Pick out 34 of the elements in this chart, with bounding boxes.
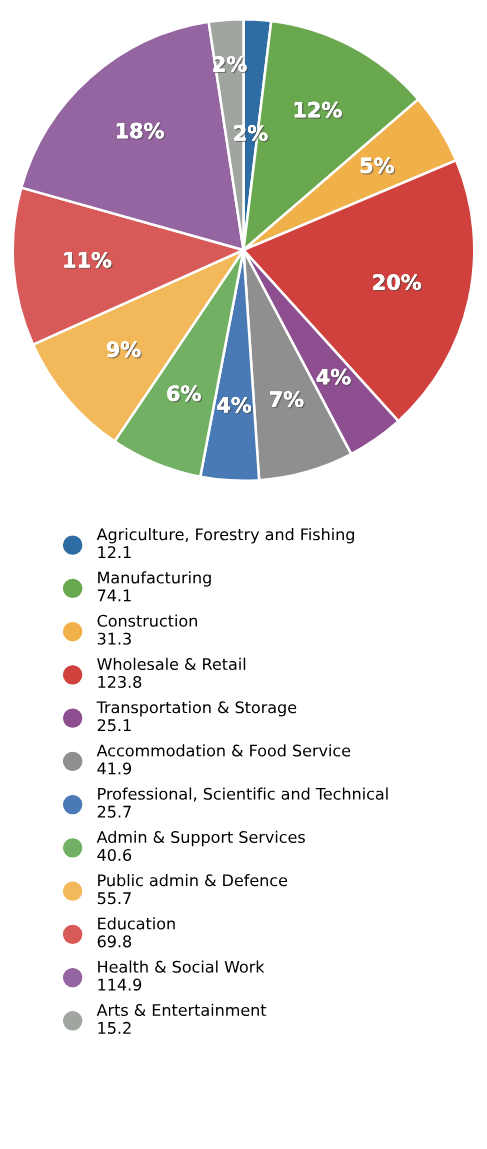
text: 20% <box>373 274 421 290</box>
legend-label: Transportation & Storage <box>96 700 297 717</box>
legend-label: Arts & Entertainment <box>96 1003 267 1017</box>
data-label: 25.1 <box>97 719 131 732</box>
text: 6% <box>167 385 201 402</box>
legend-label: Agriculture, Forestry and Fishing <box>96 527 354 544</box>
data-label: 55.7 <box>97 892 131 905</box>
legend-label: Health & Social Work <box>98 960 265 973</box>
data-label: 74.1 <box>97 589 131 602</box>
data-label: 41.9 <box>97 762 132 775</box>
data-label: 40.6 <box>97 848 132 861</box>
legend-label: Professional, Scientific and Technical <box>98 787 388 802</box>
legend-label: Admin & Support Services <box>96 830 305 847</box>
legend-label: Manufacturing <box>98 571 211 587</box>
legend-label: Wholesale & Retail <box>97 657 246 671</box>
text: 5% <box>360 157 394 174</box>
text: 4% <box>316 368 351 385</box>
legend-label: Accommodation & Food Service <box>96 744 351 757</box>
text: 18% <box>116 122 164 139</box>
data-label: 31.3 <box>97 632 131 645</box>
text: 11% <box>64 251 112 268</box>
text: 7% <box>270 391 304 407</box>
data-label: 123.8 <box>98 675 142 688</box>
legend-label: Construction <box>97 614 197 627</box>
text: 4% <box>217 396 252 413</box>
text: 9% <box>106 341 141 358</box>
data-label: 114.9 <box>98 978 142 991</box>
data-label: 69.8 <box>97 935 132 948</box>
text: 12% <box>294 101 342 118</box>
data-label: 12.1 <box>98 546 131 559</box>
legend-label: Education <box>98 917 175 930</box>
legend-label: Public admin & Defence <box>98 873 288 887</box>
data-label: 25.7 <box>97 805 131 818</box>
data-label: 15.2 <box>98 1021 131 1034</box>
